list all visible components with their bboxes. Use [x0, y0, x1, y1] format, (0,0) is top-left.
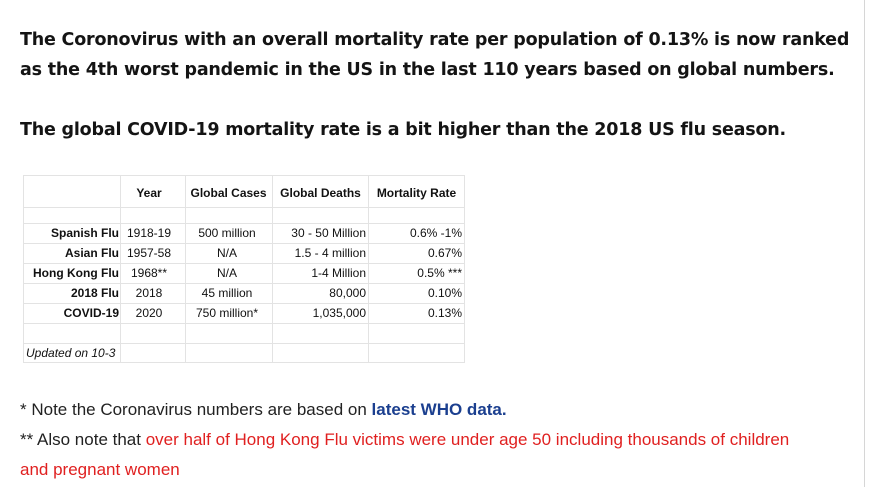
- row-cases: N/A: [216, 246, 237, 260]
- row-deaths: 30 - 50 Million: [291, 226, 366, 240]
- column-header-year: Year: [136, 186, 162, 200]
- grid-line: [23, 175, 24, 363]
- row-year: 2020: [135, 306, 163, 320]
- grid-line: [185, 175, 186, 363]
- row-deaths: 1-4 Million: [311, 266, 366, 280]
- row-name-2018-flu: 2018 Flu: [70, 286, 119, 300]
- headline-comparison: The global COVID-19 mortality rate is a …: [20, 120, 786, 140]
- grid-line: [23, 323, 465, 324]
- grid-line: [23, 283, 465, 284]
- hong-kong-note-highlight: over half of Hong Kong Flu victims were …: [20, 430, 790, 479]
- row-deaths: 1,035,000: [312, 306, 366, 320]
- row-rate: 0.6% -1%: [409, 226, 462, 240]
- grid-line: [23, 223, 465, 224]
- row-name-covid-19: COVID-19: [63, 306, 119, 320]
- row-cases: 45 million: [201, 286, 253, 300]
- row-name-spanish-flu: Spanish Flu: [50, 226, 119, 240]
- row-rate: 0.5% ***: [417, 266, 462, 280]
- row-deaths: 80,000: [329, 286, 366, 300]
- grid-line: [23, 362, 465, 363]
- grid-line: [464, 175, 465, 363]
- row-year: 2018: [135, 286, 163, 300]
- column-header-mortality-rate: Mortality Rate: [376, 186, 457, 200]
- column-header-global-cases: Global Cases: [190, 186, 267, 200]
- page-right-border: [864, 0, 865, 487]
- grid-line: [23, 243, 465, 244]
- grid-line: [23, 303, 465, 304]
- row-year: 1968**: [130, 266, 168, 280]
- row-name-hong-kong-flu: Hong Kong Flu: [33, 266, 119, 280]
- hong-kong-note-text: ** Also note that: [20, 430, 146, 449]
- grid-line: [368, 175, 369, 363]
- pandemic-comparison-table: Year Global Cases Global Deaths Mortalit…: [23, 175, 465, 363]
- row-rate: 0.67%: [427, 246, 462, 260]
- row-name-asian-flu: Asian Flu: [64, 246, 119, 260]
- hong-kong-flu-note: ** Also note that over half of Hong Kong…: [20, 425, 820, 485]
- row-deaths: 1.5 - 4 million: [294, 246, 366, 260]
- grid-line: [23, 175, 465, 176]
- grid-line: [23, 263, 465, 264]
- row-rate: 0.13%: [427, 306, 462, 320]
- row-rate: 0.10%: [427, 286, 462, 300]
- grid-line: [23, 207, 465, 208]
- headline-ranking: The Coronovirus with an overall mortalit…: [20, 30, 850, 80]
- row-cases: 750 million*: [195, 306, 259, 320]
- grid-line: [272, 175, 273, 363]
- row-cases: 500 million: [198, 226, 256, 240]
- latest-who-data-link[interactable]: latest WHO data.: [371, 400, 507, 419]
- row-year: 1957-58: [126, 246, 172, 260]
- grid-line: [23, 343, 465, 344]
- updated-date-note: Updated on 10-3: [26, 346, 116, 360]
- who-note-text: * Note the Coronavirus numbers are based…: [20, 400, 372, 419]
- who-data-note: * Note the Coronavirus numbers are based…: [20, 395, 820, 425]
- column-header-global-deaths: Global Deaths: [280, 186, 361, 200]
- row-year: 1918-19: [126, 226, 172, 240]
- grid-line: [120, 175, 121, 363]
- row-cases: N/A: [216, 266, 237, 280]
